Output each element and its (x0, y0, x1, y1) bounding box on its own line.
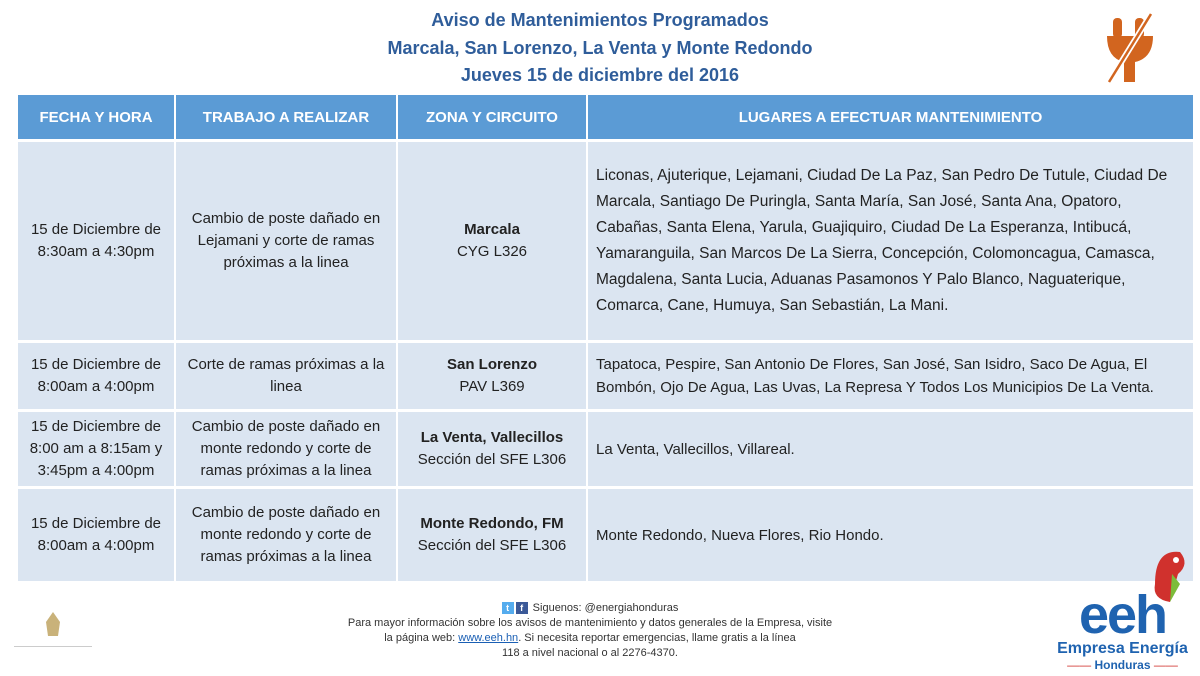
website-link[interactable]: www.eeh.hn (458, 632, 519, 644)
footer-line2b: . Si necesita reportar emergencias, llam… (518, 632, 796, 644)
parrot-icon (1154, 551, 1185, 602)
cell-work: Cambio de poste dañado en monte redondo … (176, 412, 398, 486)
circuit: CYG L326 (456, 243, 528, 260)
footer-line2a: la página web: (384, 632, 456, 644)
unplugged-icon (1106, 12, 1154, 84)
zone-name: La Venta, Vallecillos (420, 429, 564, 446)
col-header-work: TRABAJO A REALIZAR (176, 95, 398, 139)
social-handle: Siguenos: @energiahonduras (532, 602, 679, 614)
circuit: Sección del SFE L306 (417, 451, 567, 468)
cell-zone: La Venta, Vallecillos Sección del SFE L30… (398, 412, 588, 486)
footer-line1: Para mayor información sobre los avisos … (347, 617, 833, 629)
cell-places: La Venta, Vallecillos, Villareal. (588, 412, 1195, 486)
table-row: 15 de Diciembre de 8:30am a 4:30pm Cambi… (18, 142, 1195, 340)
government-seal (14, 610, 92, 668)
cell-zone: San Lorenzo PAV L369 (398, 343, 588, 409)
cell-work: Corte de ramas próximas a la linea (176, 343, 398, 409)
seal-icon (46, 612, 60, 636)
maintenance-table: FECHA Y HORA TRABAJO A REALIZAR ZONA Y C… (18, 92, 1195, 584)
logo-line1: Empresa Energía (1057, 640, 1188, 657)
cell-date: 15 de Diciembre de 8:00 am a 8:15am y 3:… (18, 412, 176, 486)
logo-wordmark: eeh (1078, 585, 1168, 645)
circuit: Sección del SFE L306 (417, 537, 567, 554)
facebook-icon[interactable]: f (515, 602, 528, 615)
logo-line2: Honduras (1094, 658, 1151, 672)
cell-places: Liconas, Ajuterique, Lejamani, Ciudad De… (588, 142, 1195, 340)
table-row: 15 de Diciembre de 8:00am a 4:00pm Corte… (18, 343, 1195, 409)
cell-work: Cambio de poste dañado en Lejamani y cor… (176, 142, 398, 340)
cell-work: Cambio de poste dañado en monte redondo … (176, 489, 398, 581)
notice-date: Jueves 15 de diciembre del 2016 (460, 65, 740, 85)
table-row: 15 de Diciembre de 8:00am a 4:00pm Cambi… (18, 489, 1195, 581)
cell-date: 15 de Diciembre de 8:30am a 4:30pm (18, 142, 176, 340)
col-header-date: FECHA Y HORA (18, 95, 176, 139)
zone-name: San Lorenzo (446, 356, 537, 373)
twitter-icon[interactable]: t (501, 602, 514, 615)
cell-date: 15 de Diciembre de 8:00am a 4:00pm (18, 489, 176, 581)
circuit: PAV L369 (459, 378, 525, 395)
cell-places: Monte Redondo, Nueva Flores, Rio Hondo. (588, 489, 1195, 581)
zone-name: Monte Redondo, FM (420, 515, 564, 532)
table-row: 15 de Diciembre de 8:00 am a 8:15am y 3:… (18, 412, 1195, 486)
notice-title: Aviso de Mantenimientos Programados (431, 10, 769, 30)
eeh-logo: eeh Empresa Energía —— Honduras —— (1050, 551, 1195, 672)
zone-name: Marcala (464, 221, 520, 238)
col-header-places: LUGARES A EFECTUAR MANTENIMIENTO (588, 95, 1195, 139)
footer-line3: 118 a nivel nacional o al 2276-4370. (502, 647, 678, 659)
cell-zone: Monte Redondo, FM Sección del SFE L306 (398, 489, 588, 581)
cell-date: 15 de Diciembre de 8:00am a 4:00pm (18, 343, 176, 409)
col-header-zone: ZONA Y CIRCUITO (398, 95, 588, 139)
seal-text-lines (14, 646, 92, 661)
cell-places: Tapatoca, Pespire, San Antonio De Flores… (588, 343, 1195, 409)
cell-zone: Marcala CYG L326 (398, 142, 588, 340)
notice-locations: Marcala, San Lorenzo, La Venta y Monte R… (387, 38, 813, 58)
